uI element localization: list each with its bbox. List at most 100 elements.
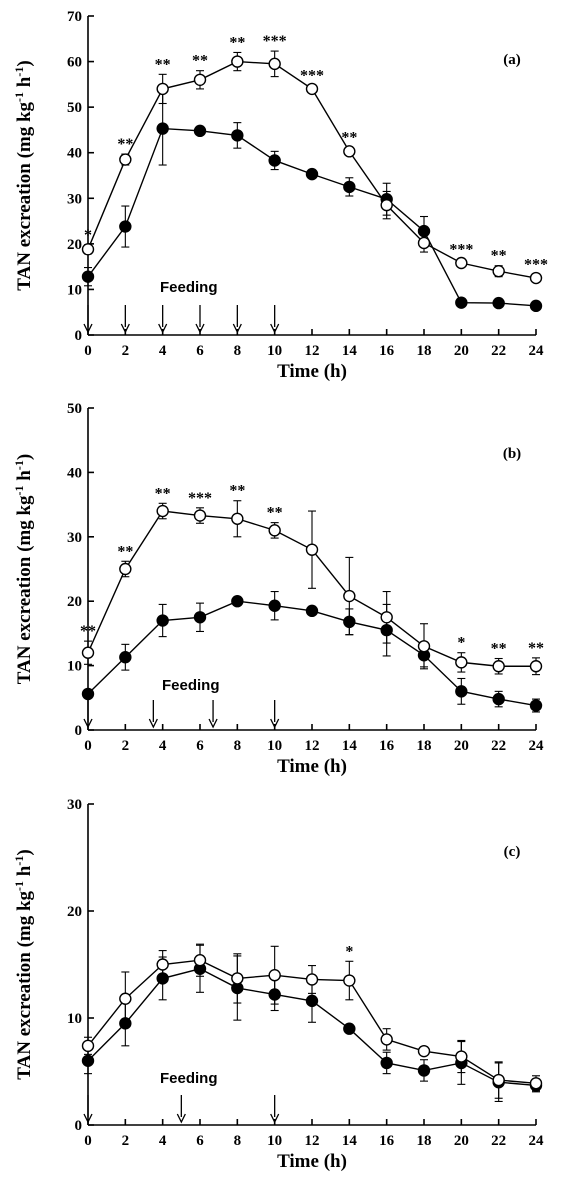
- feeding-arrow-head: [270, 718, 280, 729]
- feeding-arrow-head: [83, 718, 93, 729]
- x-tick-label: 2: [122, 1133, 130, 1149]
- y-tick-label: 50: [67, 401, 82, 417]
- data-point-filled-circle: [305, 604, 319, 618]
- y-tick-label: 30: [67, 191, 82, 207]
- feeding-arrow-head: [176, 1113, 186, 1124]
- feeding-arrow-head: [270, 1113, 280, 1124]
- y-axis-label-part: TAN excreation (mg kg: [14, 101, 35, 290]
- y-axis-label: TAN excreation (mg kg-1 h-1): [12, 849, 35, 1079]
- significance-mark: **: [491, 641, 507, 658]
- x-tick-label: 4: [159, 343, 167, 359]
- significance-mark: **: [80, 623, 96, 640]
- significance-mark: **: [267, 505, 283, 522]
- data-point-open-circle: [268, 524, 281, 537]
- x-tick-label: 24: [529, 738, 545, 754]
- y-tick-label: 10: [67, 282, 82, 298]
- significance-mark: *: [457, 635, 465, 652]
- significance-mark: ***: [524, 256, 548, 273]
- x-tick-label: 12: [305, 738, 320, 754]
- y-axis-label-part: TAN excreation (mg kg: [14, 890, 35, 1079]
- x-tick-label: 8: [234, 1133, 242, 1149]
- data-point-open-circle: [156, 958, 169, 971]
- feeding-arrow-head: [158, 323, 168, 334]
- data-point-open-circle: [305, 543, 319, 556]
- significance-mark: **: [528, 640, 544, 657]
- x-tick-label: 0: [84, 343, 92, 359]
- data-point-filled-circle: [268, 988, 281, 1001]
- x-tick-label: 24: [529, 1133, 545, 1149]
- significance-mark: ***: [188, 490, 212, 507]
- panel-label: (c): [504, 844, 521, 860]
- series-line-filled-circle: [87, 127, 537, 307]
- data-point-filled-circle: [492, 692, 505, 706]
- data-point-filled-circle: [268, 154, 281, 167]
- data-point-filled-circle: [343, 615, 356, 629]
- data-point-filled-circle: [417, 1064, 431, 1077]
- y-axis-label-part: -1: [12, 460, 26, 470]
- y-axis-label-part: TAN excreation (mg kg: [14, 495, 35, 684]
- x-tick-label: 22: [491, 343, 506, 359]
- x-tick-label: 6: [196, 1133, 204, 1149]
- x-tick-label: 6: [196, 343, 204, 359]
- data-point-open-circle: [417, 1044, 431, 1058]
- x-tick-label: 8: [234, 738, 242, 754]
- data-point-filled-circle: [305, 994, 319, 1008]
- data-point-open-circle: [455, 1050, 468, 1063]
- x-tick-label: 18: [417, 738, 432, 754]
- y-axis-label-part: h: [14, 76, 35, 92]
- data-point-open-circle: [380, 198, 393, 212]
- y-tick-label: 0: [75, 1118, 83, 1134]
- x-tick-label: 6: [196, 738, 204, 754]
- y-tick-label: 70: [67, 9, 82, 25]
- data-point-open-circle: [529, 271, 543, 285]
- data-point-open-circle: [268, 57, 281, 71]
- x-tick-label: 0: [84, 738, 92, 754]
- data-point-filled-circle: [119, 220, 132, 233]
- y-axis-label-part: h: [14, 470, 35, 486]
- data-point-filled-circle: [343, 1022, 356, 1035]
- x-tick-label: 16: [379, 343, 395, 359]
- significance-mark: **: [229, 483, 245, 500]
- y-tick-label: 60: [67, 55, 82, 71]
- data-point-filled-circle: [455, 296, 468, 309]
- x-tick-label: 18: [417, 1133, 432, 1149]
- x-tick-label: 22: [491, 1133, 506, 1149]
- panel-label: (b): [503, 446, 521, 462]
- data-point-filled-circle: [193, 124, 207, 138]
- x-tick-label: 2: [122, 738, 130, 754]
- y-tick-label: 20: [67, 594, 82, 610]
- data-point-open-circle: [119, 992, 132, 1005]
- data-point-open-circle: [156, 504, 169, 518]
- data-point-open-circle: [343, 974, 356, 987]
- feeding-arrow-head: [195, 323, 205, 334]
- data-point-open-circle: [492, 265, 505, 278]
- feeding-label: Feeding: [160, 1070, 218, 1087]
- data-point-open-circle: [417, 640, 431, 653]
- y-tick-label: 20: [67, 904, 82, 920]
- data-point-open-circle: [455, 256, 468, 270]
- data-point-filled-circle: [156, 614, 169, 627]
- data-point-filled-circle: [119, 651, 132, 664]
- y-axis-label-part: h: [14, 865, 35, 881]
- x-axis-label: Time (h): [277, 1151, 347, 1172]
- x-tick-label: 16: [379, 738, 395, 754]
- y-tick-label: 30: [67, 797, 82, 813]
- significance-mark: **: [229, 34, 245, 51]
- y-tick-label: 10: [67, 1011, 82, 1027]
- data-point-filled-circle: [529, 299, 543, 313]
- data-point-open-circle: [380, 611, 393, 624]
- significance-mark: ***: [300, 67, 324, 84]
- y-tick-label: 10: [67, 659, 82, 675]
- data-point-open-circle: [231, 55, 244, 68]
- x-tick-label: 10: [267, 738, 282, 754]
- data-point-open-circle: [156, 82, 169, 96]
- x-tick-label: 20: [454, 1133, 469, 1149]
- data-point-open-circle: [455, 656, 468, 669]
- y-tick-label: 40: [67, 146, 82, 162]
- data-point-open-circle: [417, 236, 431, 250]
- x-tick-label: 22: [491, 738, 506, 754]
- feeding-label: Feeding: [162, 677, 220, 694]
- y-axis-label-part: -1: [12, 67, 26, 77]
